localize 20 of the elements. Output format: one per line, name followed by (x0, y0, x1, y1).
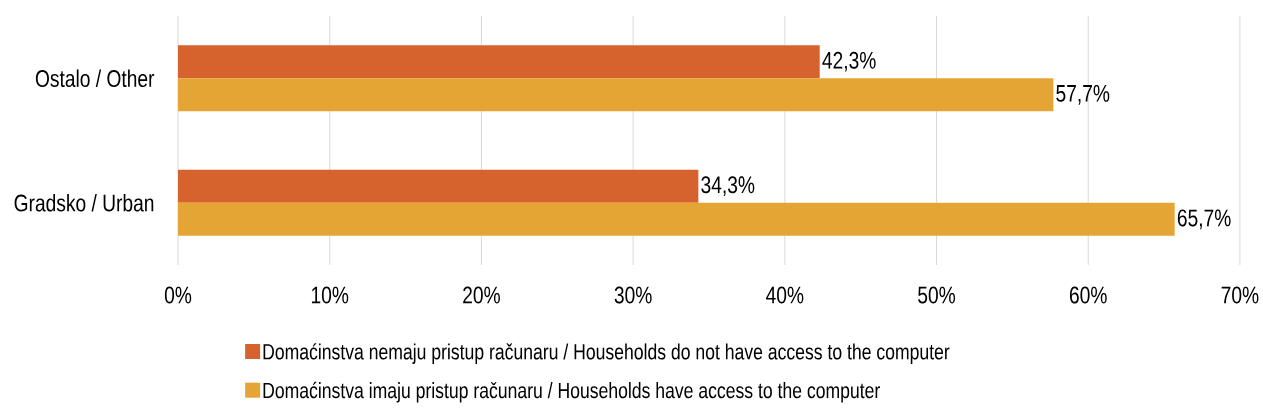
x-tick-label: 40% (766, 286, 804, 304)
x-tick-label: 30% (614, 286, 652, 304)
x-tick-label: 0% (164, 286, 192, 304)
x-tick-label: 50% (918, 286, 956, 304)
data-label: 65,7% (1177, 209, 1231, 230)
x-tick-label: 20% (463, 286, 500, 304)
bar (178, 202, 1175, 236)
data-label: 42,3% (822, 51, 876, 72)
bar (178, 169, 699, 203)
bar (178, 78, 1054, 112)
y-tick-label: Ostalo / Other (35, 69, 155, 88)
x-tick-label: 60% (1069, 286, 1107, 304)
legend-label: Domaćinstva imaju pristup računaru / Households have access to the computer (263, 381, 880, 403)
x-tick-label: 10% (311, 286, 349, 304)
data-label: 34,3% (701, 176, 755, 197)
bar (178, 45, 820, 79)
legend-label: Domaćinstva nemaju pristup računaru / Households do not have access to the computer (263, 343, 950, 364)
x-tick-label: 70% (1221, 286, 1259, 304)
data-label: 57,7% (1056, 84, 1110, 105)
y-tick-label: Gradsko / Urban (14, 193, 154, 212)
